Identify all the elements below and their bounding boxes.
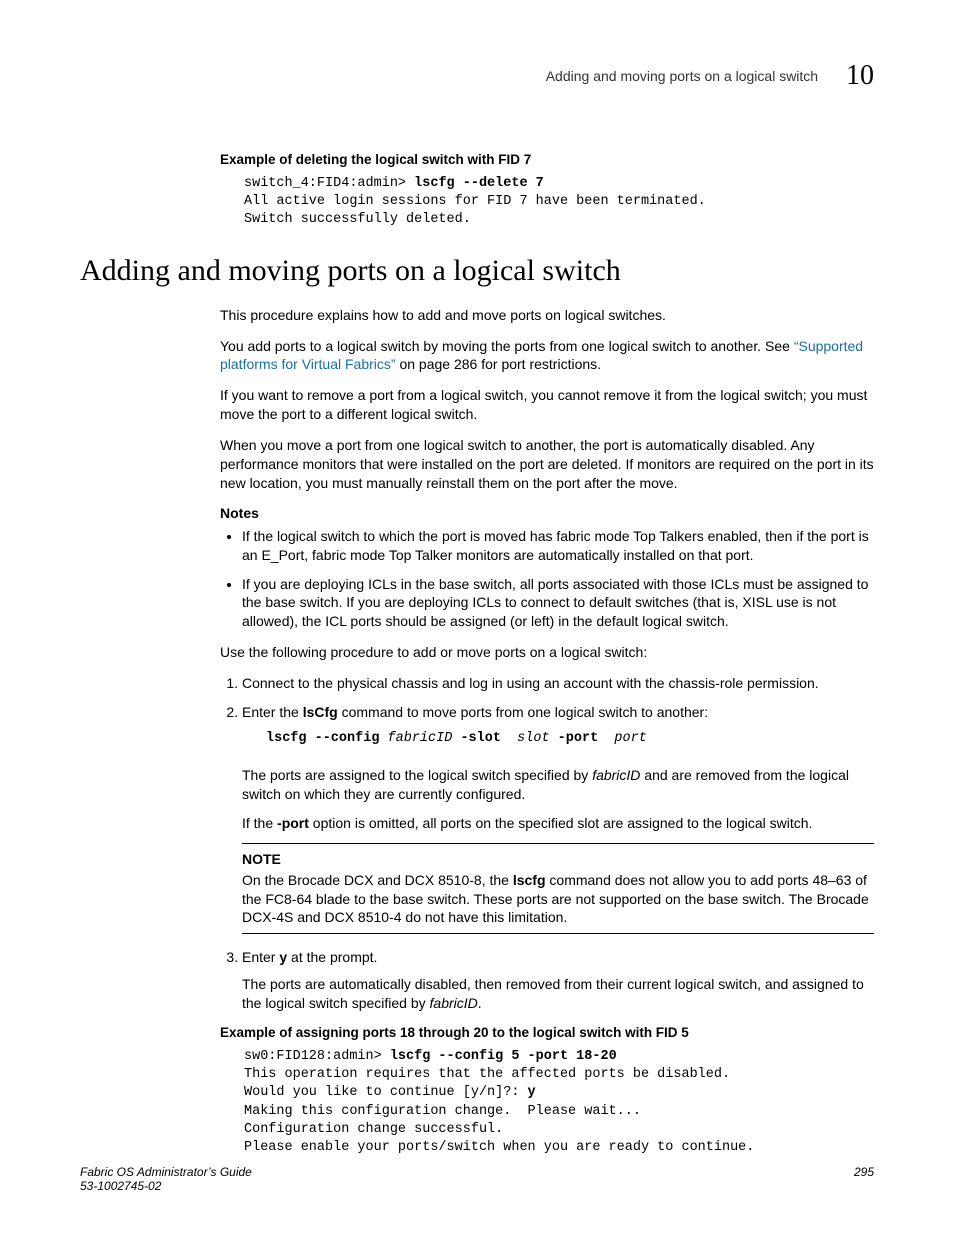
- chapter-number: 10: [846, 60, 874, 91]
- ex1-out1: All active login sessions for FID 7 have…: [244, 194, 706, 209]
- note-body: On the Brocade DCX and DCX 8510-8, the l…: [242, 871, 874, 928]
- intro-para-1: This procedure explains how to add and m…: [220, 306, 874, 325]
- step2b: command to move ports from one logical s…: [338, 704, 708, 720]
- step2-p1: The ports are assigned to the logical sw…: [242, 766, 874, 804]
- notes-heading: Notes: [220, 505, 874, 521]
- s3b: at the prompt.: [287, 949, 377, 965]
- syn-b1: lscfg --config: [266, 731, 379, 746]
- footer-book: Fabric OS Administrator’s Guide: [80, 1165, 874, 1179]
- procedure-lead: Use the following procedure to add or mo…: [220, 643, 874, 662]
- s3bold: y: [279, 949, 287, 965]
- ex1-out2: Switch successfully deleted.: [244, 212, 471, 227]
- step-3: Enter y at the prompt. The ports are aut…: [242, 948, 874, 1013]
- intro2a: You add ports to a logical switch by mov…: [220, 338, 794, 354]
- page-footer: 295 Fabric OS Administrator’s Guide 53-1…: [80, 1165, 874, 1193]
- intro-para-2: You add ports to a logical switch by mov…: [220, 337, 874, 375]
- note-bullet-1: If the logical switch to which the port …: [242, 527, 874, 565]
- syn-b3: -port: [550, 731, 599, 746]
- footer-docnum: 53-1002745-02: [80, 1179, 874, 1193]
- s3p1b: .: [478, 995, 482, 1011]
- nbbold: lscfg: [513, 872, 546, 888]
- step1-text: Connect to the physical chassis and log …: [242, 675, 819, 691]
- s2p2b: option is omitted, all ports on the spec…: [309, 815, 813, 831]
- ex2-cmd: lscfg --config 5 -port 18-20: [390, 1049, 617, 1064]
- running-header: Adding and moving ports on a logical swi…: [80, 60, 874, 92]
- s2p2bold: -port: [277, 815, 309, 831]
- step-2: Enter the lsCfg command to move ports fr…: [242, 703, 874, 934]
- step2-body: lscfg --config fabricID -slot slot -port…: [242, 730, 874, 934]
- step3-body: The ports are automatically disabled, th…: [242, 975, 874, 1013]
- ex2-l3: Making this configuration change. Please…: [244, 1104, 641, 1119]
- step-1: Connect to the physical chassis and log …: [242, 674, 874, 693]
- step2-p2: If the -port option is omitted, all port…: [242, 814, 874, 833]
- syn-i1: fabricID: [379, 731, 452, 746]
- intro-para-3: If you want to remove a port from a logi…: [220, 386, 874, 424]
- s3a: Enter: [242, 949, 279, 965]
- note-label: NOTE: [242, 850, 874, 869]
- ex2-prompt: sw0:FID128:admin>: [244, 1049, 390, 1064]
- ex2-l2b: y: [528, 1085, 536, 1100]
- page-number: 295: [854, 1165, 874, 1179]
- s3p1a: The ports are automatically disabled, th…: [242, 976, 864, 1011]
- step2a: Enter the: [242, 704, 303, 720]
- note-bullet-2: If you are deploying ICLs in the base sw…: [242, 575, 874, 632]
- ex2-l1: This operation requires that the affecte…: [244, 1067, 730, 1082]
- example2-code: sw0:FID128:admin> lscfg --config 5 -port…: [244, 1048, 874, 1157]
- s3p1i: fabricID: [430, 995, 478, 1011]
- ex2-l5: Please enable your ports/switch when you…: [244, 1140, 754, 1155]
- intro2b: on page 286 for port restrictions.: [396, 356, 601, 372]
- notes-list: If the logical switch to which the port …: [220, 527, 874, 631]
- page: Adding and moving ports on a logical swi…: [0, 0, 954, 1235]
- s2p2a: If the: [242, 815, 277, 831]
- nba: On the Brocade DCX and DCX 8510-8, the: [242, 872, 513, 888]
- step3-p1: The ports are automatically disabled, th…: [242, 975, 874, 1013]
- s2p1i: fabricID: [592, 767, 640, 783]
- example2-heading: Example of assigning ports 18 through 20…: [220, 1025, 874, 1040]
- s2p1a: The ports are assigned to the logical sw…: [242, 767, 592, 783]
- syn-i3: port: [606, 731, 647, 746]
- ex2-l4: Configuration change successful.: [244, 1122, 503, 1137]
- ex2-l2a: Would you like to continue [y/n]?:: [244, 1085, 528, 1100]
- section-title: Adding and moving ports on a logical swi…: [80, 254, 874, 288]
- note-block: NOTE On the Brocade DCX and DCX 8510-8, …: [242, 843, 874, 935]
- intro-para-4: When you move a port from one logical sw…: [220, 436, 874, 493]
- procedure-steps: Connect to the physical chassis and log …: [220, 674, 874, 1013]
- cmd-syntax: lscfg --config fabricID -slot slot -port…: [266, 730, 874, 748]
- syn-i2: slot: [509, 731, 550, 746]
- content-block: Example of deleting the logical switch w…: [220, 152, 874, 1157]
- ex1-prompt: switch_4:FID4:admin>: [244, 176, 414, 191]
- syn-b2: -slot: [452, 731, 501, 746]
- header-title: Adding and moving ports on a logical swi…: [546, 68, 818, 84]
- step2-cmd: lsCfg: [303, 704, 338, 720]
- example1-heading: Example of deleting the logical switch w…: [220, 152, 874, 167]
- ex1-cmd: lscfg --delete 7: [414, 176, 544, 191]
- example1-code: switch_4:FID4:admin> lscfg --delete 7 Al…: [244, 175, 874, 230]
